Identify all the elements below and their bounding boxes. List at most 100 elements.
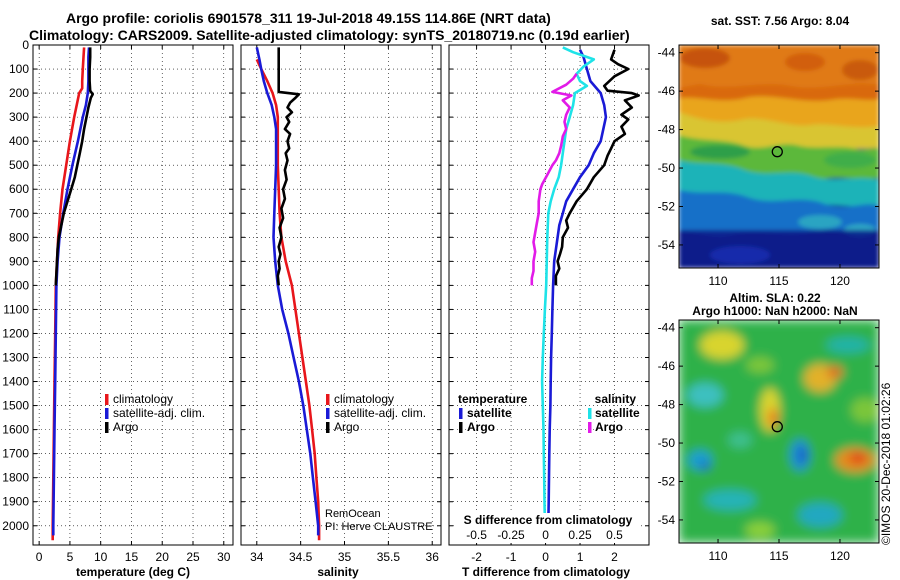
legend-label: Argo (595, 420, 623, 434)
depth-tick-label: 600 (9, 182, 29, 196)
depth-tick-label: 1200 (2, 326, 29, 340)
s-difference-tick-label: 0 (542, 528, 549, 542)
legend-label: Argo (467, 420, 495, 434)
sst-argo-marker (771, 146, 783, 158)
map-lon-label: 120 (830, 274, 850, 288)
legend-label: climatology (113, 392, 173, 406)
salinity-panel: 34 34.5 35 35.5 36 climatologysatellite-adj.… (240, 44, 442, 579)
map-lon-label: 115 (769, 274, 788, 288)
difference-line-s-argo (530, 73, 578, 286)
salinity-x-tick-label: 35.5 (377, 550, 401, 564)
s-difference-tick-label: -0.5 (466, 528, 487, 542)
s-difference-tick-label: 0.25 (568, 528, 592, 542)
salinity-x-tick-label: 34.5 (289, 550, 313, 564)
salinity-line-satellite-adj-clim- (255, 47, 320, 536)
legend-title-salinity: salinity (595, 392, 637, 406)
salinity-axes-frame (240, 44, 442, 546)
map-lat-label: -50 (658, 436, 676, 450)
depth-tick-label: 1500 (2, 399, 29, 413)
depth-tick-label: 100 (9, 62, 29, 76)
temperature-panel: 0100200300400500600700800900100011001200… (2, 38, 234, 579)
depth-tick-label: 2000 (2, 519, 29, 533)
legend-swatch (459, 422, 463, 433)
salinity-x-tick-label: 36 (426, 550, 440, 564)
difference-xlabel: T difference from climatology (462, 565, 630, 579)
sla-argo-marker (771, 421, 783, 433)
legend-swatch (588, 408, 592, 419)
sla-map-ticks: 110 115 120 -44 -46 -48 -50 -52 -54 (658, 320, 879, 563)
legend-swatch (105, 408, 109, 419)
legend-label: satellite-adj. clim. (334, 406, 426, 420)
legend-label: satellite (595, 406, 640, 420)
map-lat-label: -44 (658, 46, 676, 60)
temperature-x-tick-label: 5 (67, 550, 74, 564)
credit-line-1: RemOcean (325, 508, 381, 520)
difference-line-t-argo (554, 49, 640, 286)
depth-tick-label: 1300 (2, 351, 29, 365)
legend-swatch (588, 422, 592, 433)
s-difference-tick-label: -0.25 (497, 528, 525, 542)
temperature-x-tick-label: 15 (125, 550, 139, 564)
salinity-line-climatology (255, 58, 321, 541)
map-lat-label: -52 (658, 474, 676, 488)
salinity-x-tick-label: 34 (250, 550, 264, 564)
depth-tick-label: 1400 (2, 375, 29, 389)
legend-label: satellite (467, 406, 512, 420)
difference-axes-frame (448, 44, 650, 546)
difference-ticks: -2 -1 0 1 2 (449, 44, 649, 564)
legend-swatch (326, 408, 330, 419)
difference-line-s-satellite (540, 46, 596, 536)
difference-line-t-satellite (547, 49, 608, 536)
salinity-xlabel: salinity (317, 565, 359, 579)
sla-map-title-1: Altim. SLA: 0.22 (729, 291, 821, 305)
sst-map-title: sat. SST: 7.56 Argo: 8.04 (711, 14, 850, 28)
difference-x-tick-label: -1 (506, 550, 517, 564)
copyright-note: ©IMOS 20-Dec-2018 01:02:26 (879, 382, 893, 545)
title-line-2: Climatology: CARS2009. Satellite-adjuste… (29, 27, 630, 43)
depth-tick-label: 1900 (2, 495, 29, 509)
map-lat-label: -48 (658, 398, 676, 412)
depth-tick-label: 700 (9, 206, 29, 220)
depth-tick-label: 1800 (2, 471, 29, 485)
map-lat-label: -52 (658, 199, 676, 213)
map-lat-label: -54 (658, 238, 676, 252)
credit-line-2: PI: Herve CLAUSTRE (325, 521, 433, 533)
depth-tick-label: 1700 (2, 447, 29, 461)
temperature-x-tick-label: 30 (217, 550, 231, 564)
temperature-x-tick-label: 0 (36, 550, 43, 564)
map-lat-label: -46 (658, 84, 676, 98)
salinity-line-argo (276, 47, 301, 286)
salinity-grid (241, 44, 441, 545)
temperature-x-tick-label: 10 (94, 550, 108, 564)
difference-x-tick-label: -2 (471, 550, 482, 564)
legend-swatch (105, 422, 109, 433)
legend-label: satellite-adj. clim. (113, 406, 205, 420)
difference-series (530, 46, 640, 536)
map-lon-label: 120 (830, 549, 850, 563)
sla-map-title-2: Argo h1000: NaN h2000: NaN (692, 304, 857, 318)
map-lon-label: 110 (708, 549, 727, 563)
depth-tick-label: 300 (9, 110, 29, 124)
temperature-axes-frame (32, 44, 234, 546)
temperature-x-tick-label: 25 (186, 550, 200, 564)
depth-tick-label: 800 (9, 230, 29, 244)
s-difference-scale: -0.5 -0.25 0 0.25 0.5 (466, 528, 623, 542)
sst-map-panel: sat. SST: 7.56 Argo: 8.04 (658, 14, 880, 288)
map-lat-label: -44 (658, 321, 676, 335)
map-lon-label: 110 (708, 274, 727, 288)
map-lat-label: -50 (658, 161, 676, 175)
legend-swatch (326, 394, 330, 405)
temperature-x-tick-label: 20 (156, 550, 170, 564)
salinity-series (255, 47, 321, 541)
depth-tick-label: 500 (9, 158, 29, 172)
difference-x-tick-label: 1 (577, 550, 584, 564)
legend-label: Argo (113, 420, 139, 434)
depth-tick-label: 1600 (2, 423, 29, 437)
depth-tick-label: 1100 (3, 302, 29, 316)
difference-x-tick-label: 2 (611, 550, 618, 564)
depth-tick-label: 0 (22, 38, 29, 52)
depth-tick-label: 900 (9, 254, 29, 268)
salinity-ticks: 34 34.5 35 35.5 36 (241, 44, 441, 564)
